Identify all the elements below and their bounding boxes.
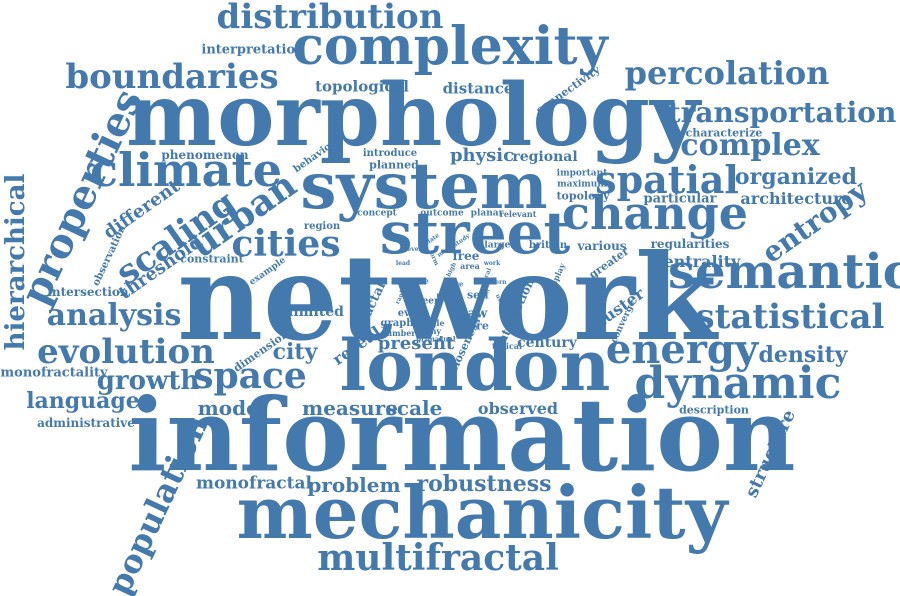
word-relevant: relevant bbox=[499, 209, 537, 219]
word-maximum: maximum bbox=[557, 179, 607, 190]
word-observed: observed bbox=[477, 399, 559, 418]
word-size: size bbox=[448, 279, 464, 289]
word-density: density bbox=[758, 342, 848, 368]
word-space: space bbox=[193, 355, 307, 397]
word-hierarchical: hierarchical bbox=[1, 173, 31, 351]
word-law: law bbox=[462, 306, 488, 322]
word-spatial: spatial bbox=[595, 157, 739, 202]
word-scale: scale bbox=[385, 396, 443, 420]
word-distance: distance bbox=[442, 79, 514, 98]
word-introduce: introduce bbox=[362, 148, 418, 159]
word-regional: regional bbox=[512, 149, 578, 165]
word-particular: particular bbox=[643, 191, 717, 207]
word-region: region bbox=[303, 221, 341, 232]
word-century: century bbox=[517, 335, 577, 351]
word-regularities: regularities bbox=[650, 237, 730, 251]
word-architecture: architecture bbox=[740, 189, 852, 208]
word-constraint: constraint bbox=[180, 252, 244, 266]
word-area: area bbox=[460, 261, 480, 271]
word-outcome: outcome bbox=[420, 208, 464, 219]
word-growth: growth bbox=[96, 366, 200, 396]
word-boundaries: boundaries bbox=[65, 57, 279, 97]
word-model: model bbox=[197, 396, 267, 420]
word-single: single bbox=[417, 318, 445, 328]
word-percolation: percolation bbox=[624, 54, 830, 92]
word-largest: largest bbox=[484, 240, 520, 251]
word-climate: climate bbox=[90, 143, 282, 197]
word-important: important bbox=[556, 168, 608, 179]
word-interpretation: interpretation bbox=[201, 42, 305, 58]
word-planar: planar bbox=[470, 208, 504, 219]
word-multifractal: multifractal bbox=[317, 537, 559, 579]
word-monofractality: monofractality bbox=[0, 365, 108, 381]
word-lead: lead bbox=[395, 260, 411, 267]
word-set: set bbox=[450, 306, 460, 313]
word-system: system bbox=[300, 149, 548, 224]
word-change: change bbox=[561, 186, 749, 240]
word-typical: typical bbox=[491, 341, 523, 351]
word-work: work bbox=[483, 260, 501, 267]
word-problem: problem bbox=[307, 473, 401, 497]
word-city: city bbox=[272, 339, 318, 365]
word-network: network bbox=[177, 228, 717, 367]
word-various: various bbox=[577, 239, 627, 253]
word-limited: limited bbox=[288, 304, 344, 320]
word-organized: organized bbox=[734, 164, 858, 190]
word-characterize: characterize bbox=[685, 126, 763, 140]
word-britain: britain bbox=[528, 240, 568, 251]
word-language: language bbox=[26, 388, 140, 414]
word-robustness: robustness bbox=[416, 471, 552, 497]
word-london: london bbox=[339, 324, 611, 407]
word-energy: energy bbox=[605, 326, 759, 373]
word-primal: primal bbox=[416, 334, 442, 344]
word-present: present bbox=[377, 333, 455, 354]
word-mechanicity: mechanicity bbox=[236, 470, 728, 555]
word-administrative: administrative bbox=[37, 416, 135, 430]
word-time: time bbox=[411, 276, 429, 286]
word-distribution: distribution bbox=[216, 0, 444, 37]
word-intersection: intersection bbox=[47, 285, 129, 299]
word-more: more bbox=[457, 319, 489, 333]
word-description: description bbox=[679, 403, 749, 417]
word-topological: topological bbox=[315, 77, 409, 96]
word-evolution: evolution bbox=[37, 332, 215, 372]
word-transportation: transportation bbox=[667, 96, 897, 129]
word-cities: cities bbox=[231, 223, 341, 265]
word-new: new bbox=[455, 316, 469, 323]
word-topology: topology bbox=[556, 189, 610, 203]
word-measure: measure bbox=[302, 396, 398, 420]
word-concept: concept bbox=[357, 208, 397, 219]
word-planned: planned bbox=[369, 158, 419, 172]
word-complex: complex bbox=[680, 128, 820, 163]
word-semantic: semantic bbox=[668, 244, 900, 300]
word-information: information bbox=[128, 376, 796, 494]
word-dynamic: dynamic bbox=[634, 358, 842, 409]
word-graph: graph bbox=[380, 318, 414, 329]
word-phenomenon: phenomenon bbox=[161, 148, 249, 162]
word-road: road bbox=[436, 292, 452, 299]
word-analysis: analysis bbox=[46, 298, 182, 333]
word-complexity: complexity bbox=[292, 16, 608, 77]
word-number: number bbox=[380, 328, 416, 338]
word-physic: physic bbox=[449, 145, 515, 166]
word-case: case bbox=[402, 283, 418, 290]
word-monofractal: monofractal bbox=[196, 473, 312, 494]
word-street: street bbox=[379, 199, 571, 267]
word-centrality: centrality bbox=[653, 252, 741, 271]
word-pattern: pattern bbox=[481, 279, 507, 286]
word-statistical: statistical bbox=[695, 297, 885, 337]
word-green: green bbox=[411, 296, 441, 307]
word-dual: dual bbox=[438, 334, 456, 344]
word-free: free bbox=[452, 249, 480, 263]
word-self: self bbox=[466, 288, 490, 302]
word-morphology: morphology bbox=[126, 65, 700, 166]
word-event: event bbox=[397, 308, 429, 319]
word-level: level bbox=[405, 246, 421, 253]
word-many: many bbox=[416, 326, 442, 336]
